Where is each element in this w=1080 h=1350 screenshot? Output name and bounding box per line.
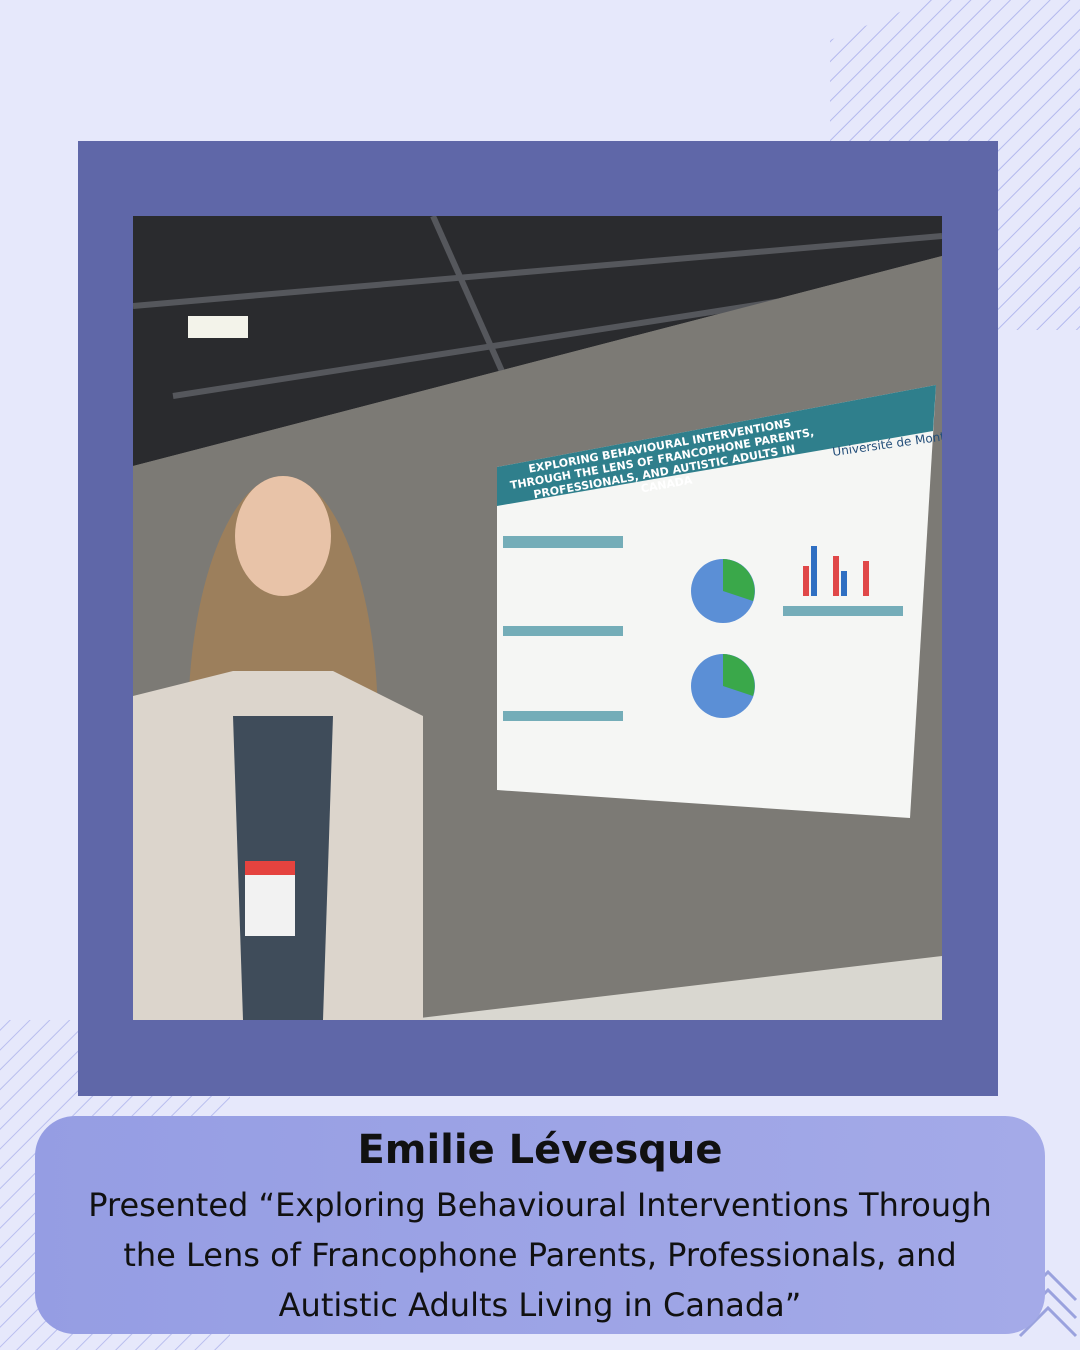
presenter-name: Emilie Lévesque: [357, 1127, 723, 1173]
photo: EXPLORING BEHAVIOURAL INTERVENTIONS THRO…: [133, 216, 942, 1020]
presentation-title: Presented “Exploring Behavioural Interve…: [88, 1186, 992, 1324]
caption-box: Emilie Lévesque Presented “Exploring Beh…: [35, 1116, 1045, 1334]
